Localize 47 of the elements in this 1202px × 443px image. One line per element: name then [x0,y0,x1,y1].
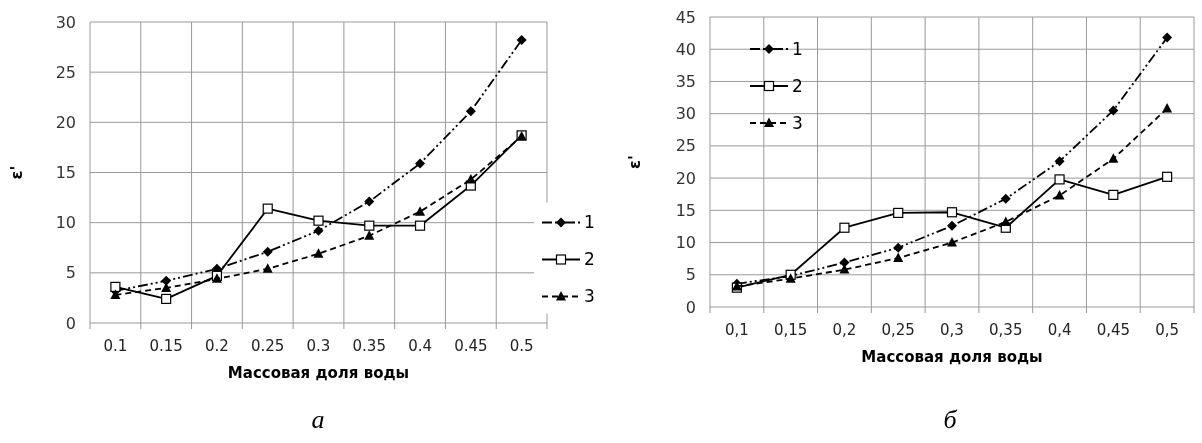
y-axis-title: ε' [7,165,26,180]
y-tick-label: 10 [675,233,696,253]
y-tick-label: 20 [55,112,76,132]
y-tick-label: 20 [675,168,696,188]
x-tick-label: 0,5 [1155,321,1180,339]
y-tick-label: 15 [55,163,76,183]
legend-label: 1 [792,38,803,59]
x-tick-label: 0,25 [881,321,915,339]
y-tick-label: 5 [65,263,76,283]
x-tick-label: 0.1 [103,337,128,355]
x-tick-label: 0.3 [306,337,331,355]
y-tick-label: 45 [675,7,696,27]
x-tick-label: 0,45 [1096,321,1131,339]
legend-label: 3 [792,112,803,133]
x-tick-label: 0.15 [149,337,183,355]
x-axis-title: Массовая доля воды [227,364,410,382]
x-tick-label: 0.35 [352,337,386,355]
x-tick-label: 0,3 [940,321,964,339]
y-tick-label: 30 [675,104,696,124]
x-axis-title: Массовая доля воды [861,348,1043,366]
y-tick-label: 30 [55,12,76,32]
x-tick-label: 0.4 [408,337,432,355]
y-tick-label: 35 [675,72,696,92]
x-tick-label: 0,35 [989,321,1023,339]
x-tick-label: 0.5 [509,337,534,355]
legend-label: 3 [584,286,595,307]
x-tick-label: 0.25 [251,337,285,355]
x-tick-label: 0.45 [454,337,488,355]
y-tick-label: 25 [675,136,696,156]
x-tick-label: 0,2 [832,321,857,339]
y-axis-title: ε' [625,155,644,169]
legend-label: 2 [584,249,595,270]
legend-label: 2 [792,75,803,96]
y-tick-label: 0 [685,297,696,317]
legend-label: 1 [584,212,595,233]
y-tick-label: 40 [675,39,696,59]
text: а [311,405,325,434]
x-tick-label: 0,1 [724,321,749,339]
x-tick-label: 0,4 [1047,321,1072,339]
x-tick-label: 0.2 [205,337,229,355]
x-tick-label: 0,15 [773,321,808,339]
y-tick-label: 15 [675,200,696,220]
text: б [943,405,958,434]
y-tick-label: 0 [65,313,76,333]
y-tick-label: 25 [55,62,76,82]
y-tick-label: 5 [685,265,696,285]
y-tick-label: 10 [55,213,76,233]
